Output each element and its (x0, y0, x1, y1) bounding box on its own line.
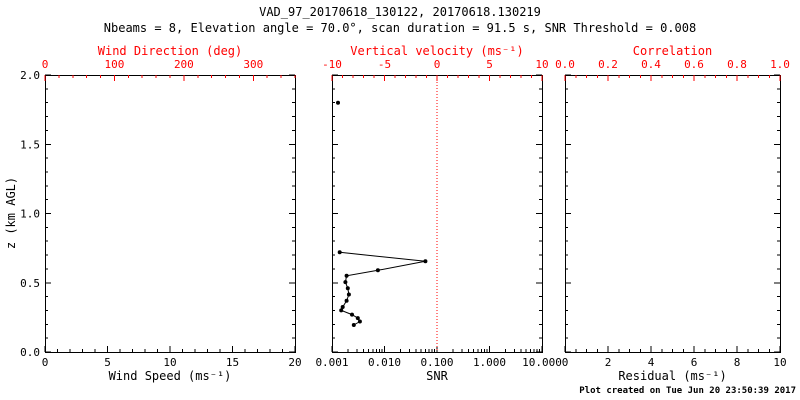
y-tick-label: 0.5 (20, 277, 40, 290)
series-marker-snr-profile (344, 298, 349, 303)
x-tick-label: 6 (691, 356, 698, 369)
series-marker-snr-profile (350, 312, 354, 317)
x-tick-label: 0 (562, 356, 569, 369)
y-tick-label: 0.0 (20, 346, 40, 359)
series-marker-snr-profile (375, 268, 380, 273)
x-tick-label: 5 (104, 356, 111, 369)
series-marker-snr-profile (346, 292, 351, 297)
top-tick-label: 0.0 (555, 58, 575, 71)
panel-border-wind (45, 75, 296, 353)
series-marker-snr-profile (351, 323, 356, 327)
x-tick-label: 0 (42, 356, 49, 369)
x-tick-label: 2 (605, 356, 612, 369)
top-tick-label: 0.4 (641, 58, 661, 71)
x-tick-label: 1.000 (473, 356, 506, 369)
wind-speed-axis-title: Wind Speed (ms⁻¹) (108, 369, 232, 383)
plot-subtitle: Nbeams = 8, Elevation angle = 70.0°, sca… (103, 21, 697, 35)
y-tick-label: 1.5 (20, 138, 40, 151)
top-tick-label: 100 (105, 58, 125, 71)
plot-title: VAD_97_20170618_130122, 20170618.130219 (259, 5, 541, 19)
x-tick-label: 10.000 (522, 356, 562, 369)
panel-border-residual (565, 75, 781, 353)
x-tick-label: 4 (648, 356, 655, 369)
x-tick-label: 8 (734, 356, 741, 369)
x-tick-label: 15 (226, 356, 239, 369)
series-marker-snr-profile (423, 259, 428, 264)
series-marker-snr-profile (337, 250, 342, 255)
x-tick-label: 10 (163, 356, 176, 369)
top-tick-label: -10 (322, 58, 342, 71)
residual-axis-title: Residual (ms⁻¹) (618, 369, 727, 383)
series-marker-snr-profile (357, 319, 362, 324)
top-tick-label: 10 (535, 58, 548, 71)
top-tick-label: 0 (42, 58, 49, 71)
top-tick-label: 200 (174, 58, 194, 71)
x-tick-label: 0.001 (315, 356, 348, 369)
top-tick-label: -5 (378, 58, 391, 71)
footer-timestamp: Plot created on Tue Jun 20 23:50:39 2017 (579, 386, 796, 396)
x-tick-label: 20 (288, 356, 301, 369)
x-tick-label: 10 (773, 356, 786, 369)
snr-axis-title: SNR (426, 369, 448, 383)
series-marker-snr-point-upper (336, 100, 340, 105)
top-tick-label: 0.6 (684, 58, 704, 71)
series-marker-snr-profile (339, 308, 344, 313)
top-tick-label: 0 (434, 58, 441, 71)
series-marker-snr-profile (344, 273, 349, 278)
top-tick-label: 0.2 (598, 58, 618, 71)
series-marker-snr-profile (343, 280, 348, 285)
series-marker-snr-profile (345, 286, 350, 291)
top-tick-label: 1.0 (770, 58, 790, 71)
wind-direction-axis-title: Wind Direction (deg) (97, 44, 243, 58)
top-tick-label: 5 (486, 58, 493, 71)
series-marker-snr-profile (355, 316, 360, 321)
y-tick-label: 1.0 (20, 208, 40, 221)
top-tick-label: 0.8 (727, 58, 747, 71)
vertical-velocity-axis-title: Vertical velocity (ms⁻¹) (350, 44, 524, 58)
top-tick-label: 300 (243, 58, 263, 71)
correlation-axis-title: Correlation (632, 44, 713, 58)
y-tick-label: 2.0 (20, 69, 40, 82)
series-marker-snr-profile (340, 305, 345, 309)
x-tick-label: 0.010 (368, 356, 401, 369)
x-tick-label: 0.100 (420, 356, 453, 369)
